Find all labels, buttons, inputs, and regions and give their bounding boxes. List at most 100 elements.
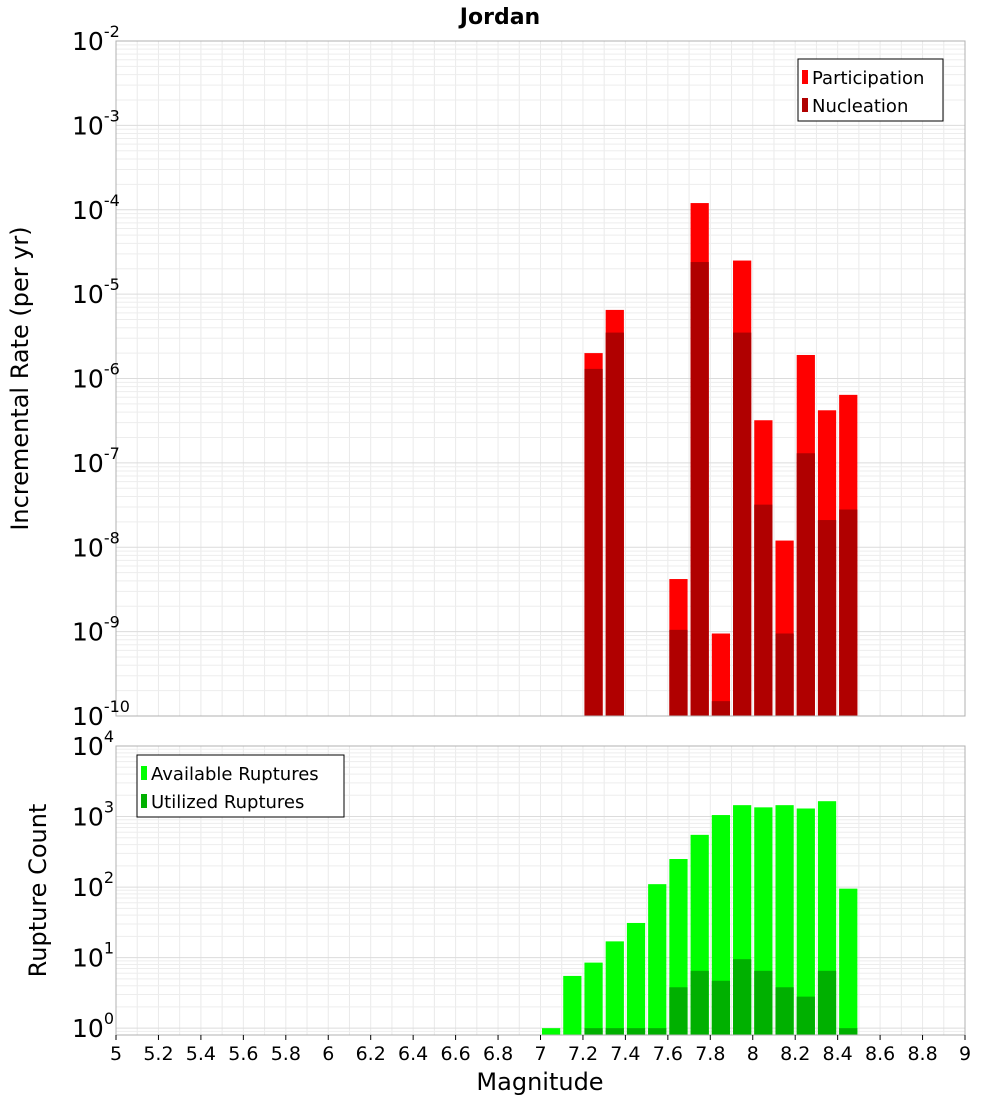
chart-title: Jordan [458, 5, 540, 30]
series-nucleation [584, 262, 858, 716]
bar [711, 980, 731, 1035]
bar [626, 1028, 646, 1035]
x-tick-label: 7.4 [610, 1043, 640, 1065]
y-tick-base: 10 [72, 533, 104, 562]
y-tick-exponent: 0 [104, 1009, 114, 1028]
bar [754, 970, 773, 1035]
bar [775, 633, 794, 716]
bar [584, 1028, 603, 1035]
bar [796, 453, 815, 716]
x-tick-label: 6.6 [440, 1043, 470, 1065]
bar [711, 633, 731, 716]
y-tick-label: 10-9 [72, 613, 120, 647]
y-tick-label: 100 [72, 1009, 114, 1043]
bar [648, 884, 667, 1035]
y-tick-label: 10-5 [72, 275, 120, 309]
y-tick-label: 10-7 [72, 444, 120, 478]
legend-box [136, 754, 345, 818]
x-tick-label: 5.8 [271, 1043, 301, 1065]
y-tick-base: 10 [72, 280, 104, 309]
bar [690, 262, 709, 716]
legend: Available Ruptures Utilized Ruptures [136, 754, 345, 818]
x-tick-label: 5.6 [228, 1043, 258, 1065]
bar [839, 888, 858, 1035]
grid [115, 41, 966, 717]
bar [796, 996, 815, 1035]
bar [690, 970, 709, 1035]
y-axis-label: Rupture Count [24, 804, 52, 978]
y-tick-base: 10 [72, 449, 104, 478]
x-tick-label: 7.8 [695, 1043, 725, 1065]
y-tick-base: 10 [72, 944, 104, 973]
y-tick-base: 10 [72, 365, 104, 394]
legend-swatch [802, 70, 808, 84]
bar [839, 1028, 858, 1035]
y-tick-exponent: -3 [104, 106, 120, 125]
y-tick-label: 10-3 [72, 106, 120, 140]
y-tick-label: 10-2 [72, 22, 120, 56]
y-tick-base: 10 [72, 803, 104, 832]
y-tick-label: 102 [72, 868, 114, 902]
bar [839, 509, 858, 716]
y-tick-label: 10-10 [72, 697, 130, 731]
y-axis-label: Incremental Rate (per yr) [6, 226, 34, 530]
y-tick-base: 10 [72, 732, 104, 761]
legend-label: Nucleation [812, 96, 908, 117]
legend-box [797, 58, 944, 122]
x-tick-label: 8.4 [823, 1043, 853, 1065]
legend-swatch [141, 794, 147, 808]
x-tick-label: 5.2 [143, 1043, 173, 1065]
x-tick-label: 9 [959, 1043, 971, 1065]
y-tick-labels: 10-210-310-410-510-610-710-810-910-10 [72, 22, 130, 731]
legend-swatch [141, 766, 147, 780]
y-tick-exponent: -6 [104, 360, 120, 379]
bar [711, 815, 731, 1035]
y-tick-exponent: -4 [104, 191, 120, 210]
bar [796, 808, 815, 1035]
legend-swatch [802, 98, 808, 112]
y-tick-exponent: -7 [104, 444, 120, 463]
bar [817, 970, 837, 1035]
x-tick-label: 7 [534, 1043, 546, 1065]
bar [733, 332, 752, 716]
y-tick-exponent: -9 [104, 613, 120, 632]
bar [754, 504, 773, 716]
bar [775, 805, 794, 1035]
x-tick-label: 5.4 [186, 1043, 216, 1065]
bar [648, 1028, 667, 1035]
y-tick-base: 10 [72, 702, 104, 731]
bar [775, 987, 794, 1035]
x-tick-label: 5 [110, 1043, 122, 1065]
y-tick-label: 104 [72, 727, 114, 761]
y-tick-base: 10 [72, 873, 104, 902]
legend-label: Utilized Ruptures [151, 792, 304, 813]
plot-frame [115, 40, 966, 717]
bar [584, 368, 603, 716]
y-tick-label: 10-6 [72, 360, 120, 394]
y-tick-base: 10 [72, 196, 104, 225]
x-tick-label: 7.6 [653, 1043, 683, 1065]
bar [669, 629, 688, 716]
x-tick-label: 7.2 [568, 1043, 598, 1065]
x-tick-label: 8.2 [780, 1043, 810, 1065]
bar [605, 332, 624, 716]
x-tick-label: 8.8 [907, 1043, 937, 1065]
y-tick-exponent: 1 [104, 939, 114, 958]
bar [542, 1028, 561, 1035]
bar [584, 962, 603, 1035]
y-tick-exponent: -5 [104, 275, 120, 294]
x-tick-label: 8 [747, 1043, 759, 1065]
x-tick-label: 6.4 [398, 1043, 428, 1065]
bar [626, 922, 646, 1035]
y-tick-base: 10 [72, 27, 104, 56]
x-tick-label: 6 [322, 1043, 334, 1065]
x-tick-label: 8.6 [865, 1043, 895, 1065]
y-tick-label: 10-4 [72, 191, 120, 225]
bar [669, 987, 688, 1035]
y-tick-exponent: -10 [104, 697, 130, 716]
x-axis-label: Magnitude [476, 1068, 603, 1096]
y-tick-label: 10-8 [72, 528, 120, 562]
bar [733, 959, 752, 1035]
